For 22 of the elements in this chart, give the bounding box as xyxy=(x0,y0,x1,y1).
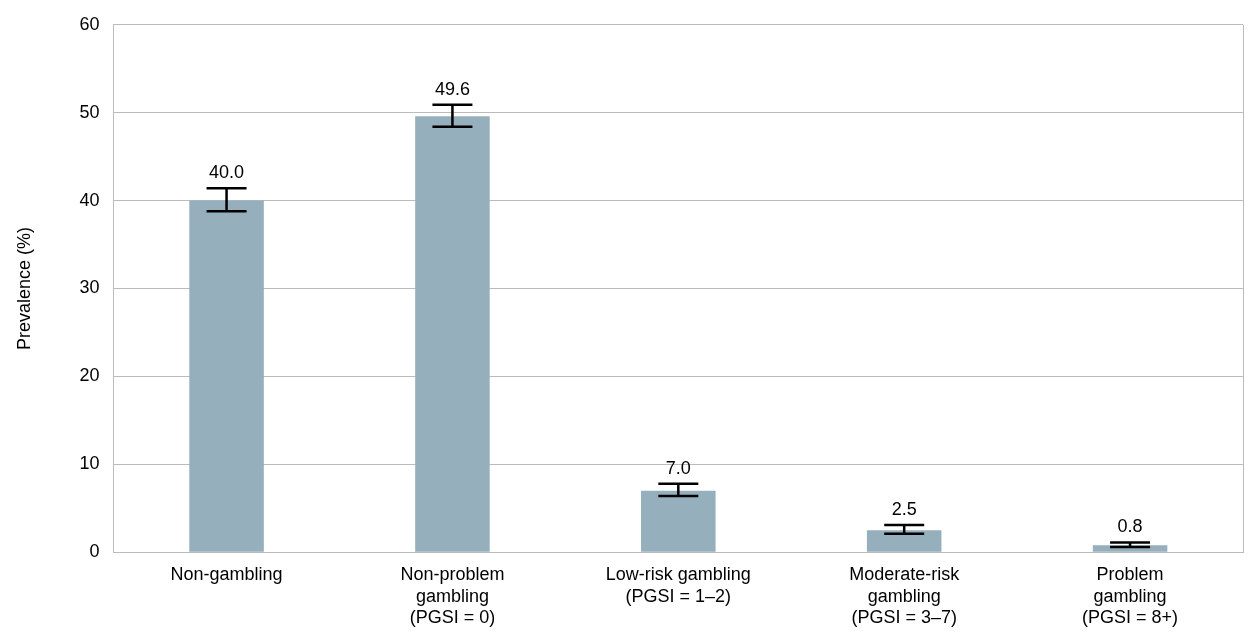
x-tick-label: Moderate-risk gambling (PGSI = 3–7) xyxy=(849,563,961,628)
x-tick-label: Non-gambling xyxy=(170,563,283,584)
bar xyxy=(415,116,490,552)
y-axis-title: Prevalence (%) xyxy=(13,226,34,351)
data-label: 0.8 xyxy=(1117,516,1143,537)
x-tick-label: Non-problem gambling (PGSI = 0) xyxy=(400,563,505,628)
x-tick-label: Low-risk gambling (PGSI = 1–2) xyxy=(605,563,751,606)
y-tick-label: 10 xyxy=(79,453,100,474)
data-label: 49.6 xyxy=(434,78,470,99)
y-tick-label: 50 xyxy=(79,101,100,122)
y-tick-label: 20 xyxy=(79,365,100,386)
y-tick-label: 60 xyxy=(79,13,100,34)
x-tick-label: Problem gambling (PGSI = 8+) xyxy=(1082,563,1179,628)
bar xyxy=(866,530,942,552)
bar xyxy=(641,490,716,552)
bar xyxy=(189,200,264,552)
y-tick-label: 30 xyxy=(79,277,100,298)
data-label: 7.0 xyxy=(665,457,691,478)
data-label: 2.5 xyxy=(891,498,917,519)
data-label: 40.0 xyxy=(209,162,245,183)
y-tick-label: 40 xyxy=(79,189,100,210)
y-tick-label: 0 xyxy=(89,541,100,562)
